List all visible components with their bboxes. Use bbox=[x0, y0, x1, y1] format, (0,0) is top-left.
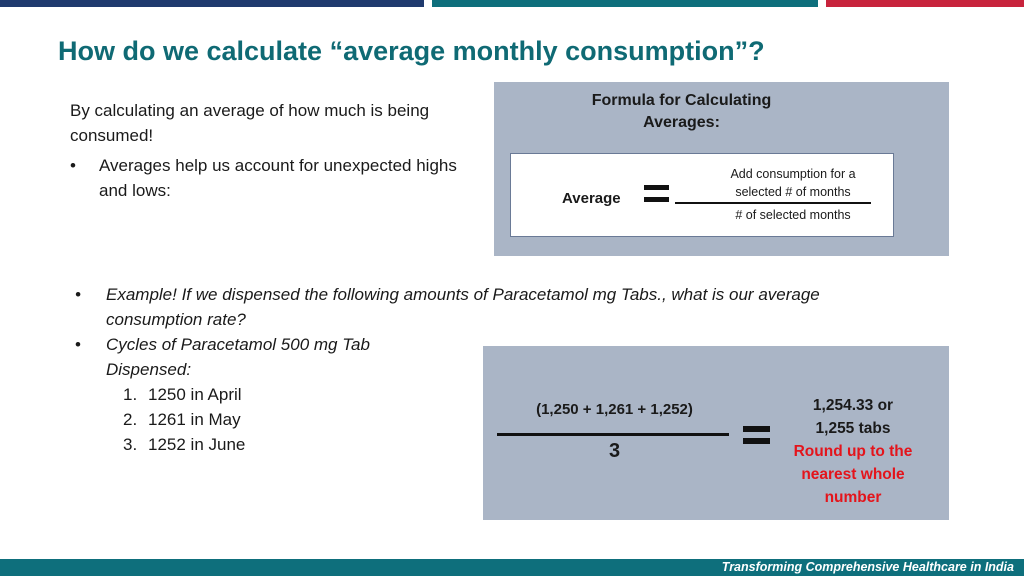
bullet-marker: • bbox=[75, 285, 81, 304]
formula-denominator: # of selected months bbox=[735, 208, 851, 222]
formula-card: Average Add consumption for a selected #… bbox=[510, 153, 894, 237]
formula-title-line2: Averages: bbox=[643, 114, 720, 131]
list-item-text: 1261 in May bbox=[148, 410, 241, 429]
calculation-numerator: (1,250 + 1,261 + 1,252) bbox=[536, 401, 693, 418]
formula-numerator-line1: Add consumption for a bbox=[730, 167, 856, 181]
equals-icon bbox=[644, 185, 669, 203]
average-label: Average bbox=[562, 190, 621, 207]
bullet-marker: • bbox=[70, 156, 76, 175]
footer-band: Transforming Comprehensive Healthcare in… bbox=[0, 559, 1024, 576]
top-band-navy bbox=[0, 0, 424, 7]
list-item-number: 3. bbox=[123, 435, 138, 454]
example-question: Example! If we dispensed the following a… bbox=[106, 285, 820, 329]
bullet-marker: • bbox=[75, 335, 81, 354]
rounding-note-line3: number bbox=[824, 489, 882, 506]
formula-numerator: Add consumption for a selected # of mont… bbox=[703, 165, 883, 201]
footer-tagline: Transforming Comprehensive Healthcare in… bbox=[721, 560, 1014, 574]
rounding-note-line2: nearest whole bbox=[801, 466, 905, 483]
list-item-number: 1. bbox=[123, 385, 138, 404]
result-line2: 1,255 tabs bbox=[815, 420, 891, 437]
slide-title: How do we calculate “average monthly con… bbox=[58, 36, 765, 66]
formula-fraction-line bbox=[675, 202, 871, 204]
top-band-red bbox=[826, 0, 1024, 7]
list-item: 1. 1250 in April bbox=[106, 382, 895, 407]
rounding-note-line1: Round up to the bbox=[793, 443, 913, 460]
example-question-bullet: • Example! If we dispensed the following… bbox=[75, 282, 895, 332]
example-section: • Example! If we dispensed the following… bbox=[75, 282, 895, 457]
calculation-panel: (1,250 + 1,261 + 1,252) 3 1,254.33 or 1,… bbox=[483, 346, 949, 520]
formula-numerator-line2: selected # of months bbox=[735, 185, 851, 199]
list-item-text: 1250 in April bbox=[148, 385, 242, 404]
intro-bullet-text: Averages help us account for unexpected … bbox=[99, 156, 457, 200]
calculation-fraction-line bbox=[497, 433, 729, 436]
formula-panel: Formula for Calculating Averages: Averag… bbox=[494, 82, 949, 256]
cycles-line1: Cycles of Paracetamol 500 mg Tab bbox=[106, 335, 370, 354]
formula-title-line1: Formula for Calculating bbox=[591, 92, 772, 109]
equals-icon bbox=[743, 426, 770, 444]
calculation-result: 1,254.33 or 1,255 tabs Round up to the n… bbox=[773, 394, 933, 509]
result-line1: 1,254.33 or bbox=[812, 397, 894, 414]
list-item-text: 1252 in June bbox=[148, 435, 246, 454]
intro-bullet: • Averages help us account for unexpecte… bbox=[70, 153, 480, 203]
intro-paragraph: By calculating an average of how much is… bbox=[70, 101, 430, 145]
list-item-number: 2. bbox=[123, 410, 138, 429]
list-item: 3. 1252 in June bbox=[106, 432, 895, 457]
cycles-bullet: • Cycles of Paracetamol 500 mg Tab Dispe… bbox=[75, 332, 895, 457]
top-band-teal bbox=[432, 0, 818, 7]
intro-section: By calculating an average of how much is… bbox=[70, 98, 480, 203]
formula-title: Formula for Calculating Averages: bbox=[494, 90, 869, 134]
list-item: 2. 1261 in May bbox=[106, 407, 895, 432]
calculation-denominator: 3 bbox=[608, 440, 621, 462]
cycles-line2: Dispensed: bbox=[106, 360, 192, 379]
dispensed-list: 1. 1250 in April 2. 1261 in May 3. 1252 in … bbox=[106, 382, 895, 457]
